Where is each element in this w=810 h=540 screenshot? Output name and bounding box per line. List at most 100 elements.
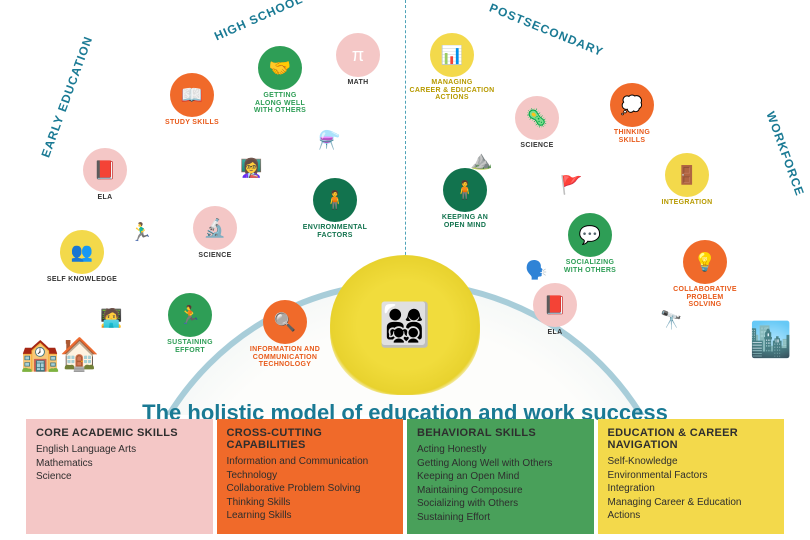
- legend-title-cross: CROSS-CUTTING CAPABILITIES: [227, 427, 394, 451]
- legend-title-core: CORE ACADEMIC SKILLS: [36, 427, 203, 439]
- legend-col-core: CORE ACADEMIC SKILLS English Language Art…: [26, 419, 213, 534]
- students-icon: 👨‍👩‍👧‍👦: [379, 301, 431, 350]
- env-factors-icon: 🧍: [324, 191, 346, 209]
- illus-flag: 🚩: [560, 175, 582, 196]
- node-label-study-skills: STUDY SKILLS: [147, 119, 237, 127]
- node-collab-problem: 💡: [683, 240, 727, 284]
- node-label-ela-left: ELA: [60, 194, 150, 202]
- science-left-icon: 🔬: [204, 219, 226, 237]
- sustaining-effort-icon: 🏃: [179, 306, 201, 324]
- central-students-illustration: 👨‍👩‍👧‍👦: [330, 255, 480, 395]
- stage-label-early: EARLY EDUCATION: [38, 34, 95, 159]
- science-right-icon: 🦠: [526, 109, 548, 127]
- illus-pair-desk: 👩‍🏫: [240, 158, 262, 179]
- ela-right-icon: 📕: [544, 296, 566, 314]
- node-label-math: MATH: [313, 79, 403, 87]
- legend-item: Environmental Factors: [608, 469, 775, 483]
- node-science-right: 🦠: [515, 96, 559, 140]
- buildings-left-icon: 🏫🏠: [20, 335, 100, 373]
- illus-desk-kids: 🧑‍💻: [100, 308, 122, 329]
- node-label-thinking-skills: THINKING SKILLS: [587, 129, 677, 144]
- stage-label-post: POSTSECONDARY: [487, 1, 605, 60]
- thinking-skills-icon: 💭: [621, 96, 643, 114]
- node-thinking-skills: 💭: [610, 83, 654, 127]
- node-label-collab-problem: COLLABORATIVE PROBLEM SOLVING: [660, 286, 750, 309]
- node-label-env-factors: ENVIRONMENTAL FACTORS: [290, 224, 380, 239]
- legend-item: Integration: [608, 482, 775, 496]
- managing-career-icon: 📊: [441, 46, 463, 64]
- node-label-ela-right: ELA: [510, 329, 600, 337]
- legend-list-core: English Language ArtsMathematicsScience: [36, 443, 203, 484]
- collab-problem-icon: 💡: [694, 253, 716, 271]
- illus-pair-talk: 🗣️: [525, 260, 547, 281]
- node-sustaining-effort: 🏃: [168, 293, 212, 337]
- node-label-socializing: SOCIALIZING WITH OTHERS: [545, 259, 635, 274]
- infographic-canvas: EARLY EDUCATION HIGH SCHOOL POSTSECONDAR…: [0, 0, 810, 540]
- study-skills-icon: 📖: [181, 86, 203, 104]
- legend-title-behav: BEHAVIORAL SKILLS: [417, 427, 584, 439]
- legend-item: Self-Knowledge: [608, 455, 775, 469]
- illus-telescope: 🔭: [660, 310, 682, 331]
- node-ela-right: 📕: [533, 283, 577, 327]
- node-integration: 🚪: [665, 153, 709, 197]
- node-socializing: 💬: [568, 213, 612, 257]
- legend-item: Information and Communication: [227, 455, 394, 469]
- node-getting-along: 🤝: [258, 46, 302, 90]
- legend-item: Maintaining Composure: [417, 484, 584, 498]
- stage-label-work: WORKFORCE: [763, 110, 807, 198]
- integration-icon: 🚪: [676, 166, 698, 184]
- legend-item: Acting Honestly: [417, 443, 584, 457]
- legend-item: Sustaining Effort: [417, 511, 584, 525]
- node-math: π: [336, 33, 380, 77]
- socializing-icon: 💬: [579, 226, 601, 244]
- node-label-keeping-open-mind: KEEPING AN OPEN MIND: [420, 214, 510, 229]
- node-env-factors: 🧍: [313, 178, 357, 222]
- legend: CORE ACADEMIC SKILLS English Language Art…: [26, 419, 784, 534]
- node-keeping-open-mind: 🧍: [443, 168, 487, 212]
- illus-kids-running: 🏃‍♂️: [130, 222, 152, 243]
- ela-left-icon: 📕: [94, 161, 116, 179]
- legend-item: Keeping an Open Mind: [417, 470, 584, 484]
- self-knowledge-icon: 👥: [71, 243, 93, 261]
- node-science-left: 🔬: [193, 206, 237, 250]
- legend-item: Thinking Skills: [227, 496, 394, 510]
- node-ela-left: 📕: [83, 148, 127, 192]
- node-label-getting-along: GETTING ALONG WELL WITH OTHERS: [235, 92, 325, 115]
- ict-icon: 🔍: [274, 313, 296, 331]
- legend-list-nav: Self-KnowledgeEnvironmental FactorsInteg…: [608, 455, 775, 523]
- legend-item: Collaborative Problem Solving: [227, 482, 394, 496]
- legend-item: Technology: [227, 469, 394, 483]
- legend-item: Learning Skills: [227, 509, 394, 523]
- node-self-knowledge: 👥: [60, 230, 104, 274]
- node-label-sustaining-effort: SUSTAINING EFFORT: [145, 339, 235, 354]
- node-managing-career: 📊: [430, 33, 474, 77]
- legend-list-behav: Acting HonestlyGetting Along Well with O…: [417, 443, 584, 524]
- vertical-divider: [405, 0, 406, 280]
- legend-item: Socializing with Others: [417, 497, 584, 511]
- keeping-open-mind-icon: 🧍: [454, 181, 476, 199]
- legend-title-nav: EDUCATION & CAREER NAVIGATION: [608, 427, 775, 451]
- getting-along-icon: 🤝: [269, 59, 291, 77]
- stage-label-high: HIGH SCHOOL: [212, 0, 305, 43]
- legend-col-behav: BEHAVIORAL SKILLS Acting HonestlyGetting …: [407, 419, 594, 534]
- node-label-integration: INTEGRATION: [642, 199, 732, 207]
- node-label-science-right: SCIENCE: [492, 142, 582, 150]
- legend-col-cross: CROSS-CUTTING CAPABILITIES Information an…: [217, 419, 404, 534]
- node-label-science-left: SCIENCE: [170, 252, 260, 260]
- legend-item: Mathematics: [36, 457, 203, 471]
- legend-col-nav: EDUCATION & CAREER NAVIGATION Self-Knowle…: [598, 419, 785, 534]
- node-label-self-knowledge: SELF KNOWLEDGE: [37, 276, 127, 284]
- legend-item: Getting Along Well with Others: [417, 457, 584, 471]
- illus-chem: ⚗️: [318, 130, 340, 151]
- legend-item: English Language Arts: [36, 443, 203, 457]
- node-ict: 🔍: [263, 300, 307, 344]
- legend-item: Managing Career & Education Actions: [608, 496, 775, 523]
- node-label-managing-career: MANAGING CAREER & EDUCATION ACTIONS: [407, 79, 497, 102]
- arc-area: EARLY EDUCATION HIGH SCHOOL POSTSECONDAR…: [0, 0, 810, 415]
- legend-item: Science: [36, 470, 203, 484]
- buildings-right-icon: 🏙️: [750, 320, 792, 360]
- legend-list-cross: Information and CommunicationTechnologyC…: [227, 455, 394, 523]
- math-icon: π: [352, 46, 364, 64]
- node-study-skills: 📖: [170, 73, 214, 117]
- illus-hikers: ⛰️: [470, 150, 492, 171]
